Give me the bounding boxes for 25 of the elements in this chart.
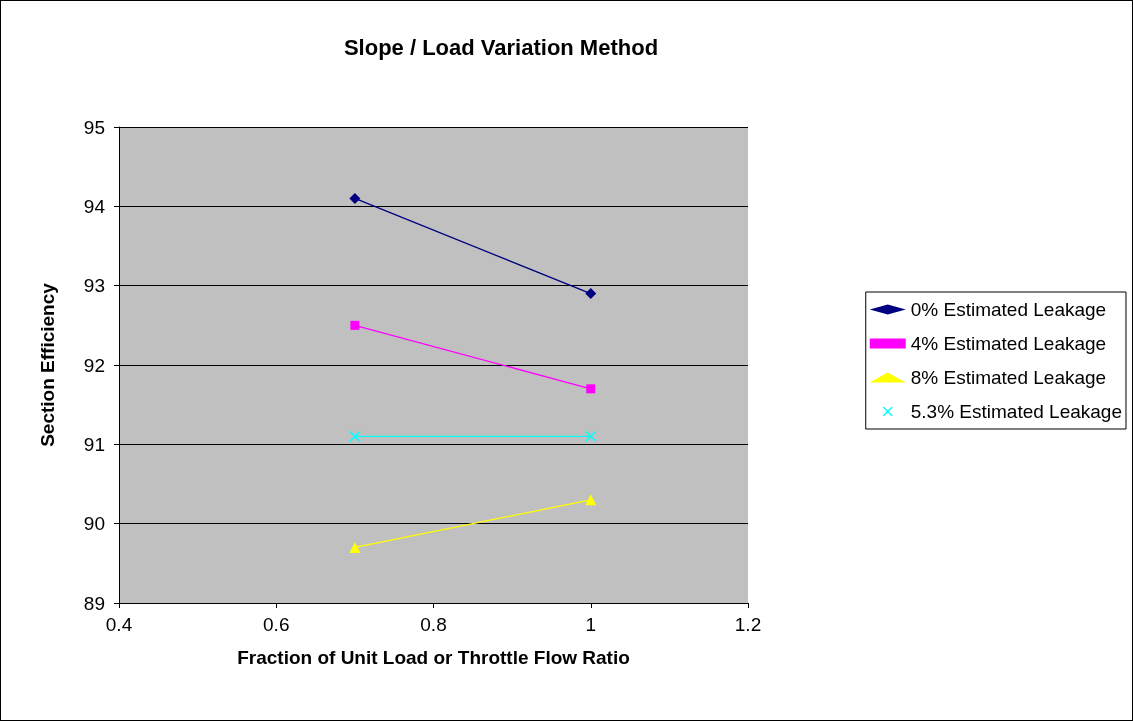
chart-title: Slope / Load Variation Method [343, 34, 659, 60]
y-tick-label: 90 [83, 513, 105, 535]
x-tick-label: 1 [585, 614, 597, 635]
point [349, 192, 361, 204]
point [586, 384, 596, 394]
y-axis-title: Section Efficiency [37, 282, 58, 447]
y-tick-label: 93 [83, 275, 105, 297]
y-tick-label: 91 [83, 433, 105, 455]
point [349, 430, 361, 442]
legend-label: 8% Estimated Leakage [910, 367, 1107, 388]
legend-label: 0% Estimated Leakage [910, 299, 1107, 320]
y-tick-label: 89 [83, 592, 105, 614]
x-tick-label: 0.4 [105, 614, 133, 635]
x-tick-label: 0.8 [420, 614, 447, 635]
point [585, 288, 597, 300]
point [350, 320, 360, 330]
y-tick-label: 94 [83, 195, 106, 217]
y-tick-label: 95 [83, 116, 105, 138]
y-tick-label: 92 [83, 354, 105, 376]
x-tick-label: 0.6 [263, 614, 290, 635]
point [585, 430, 597, 442]
x-tick-label: 1.2 [734, 614, 762, 635]
legend-label: 5.3% Estimated Leakage [910, 401, 1122, 422]
legend-label: 4% Estimated Leakage [910, 333, 1107, 354]
x-axis-title: Fraction of Unit Load or Throttle Flow Ratio [237, 647, 630, 668]
